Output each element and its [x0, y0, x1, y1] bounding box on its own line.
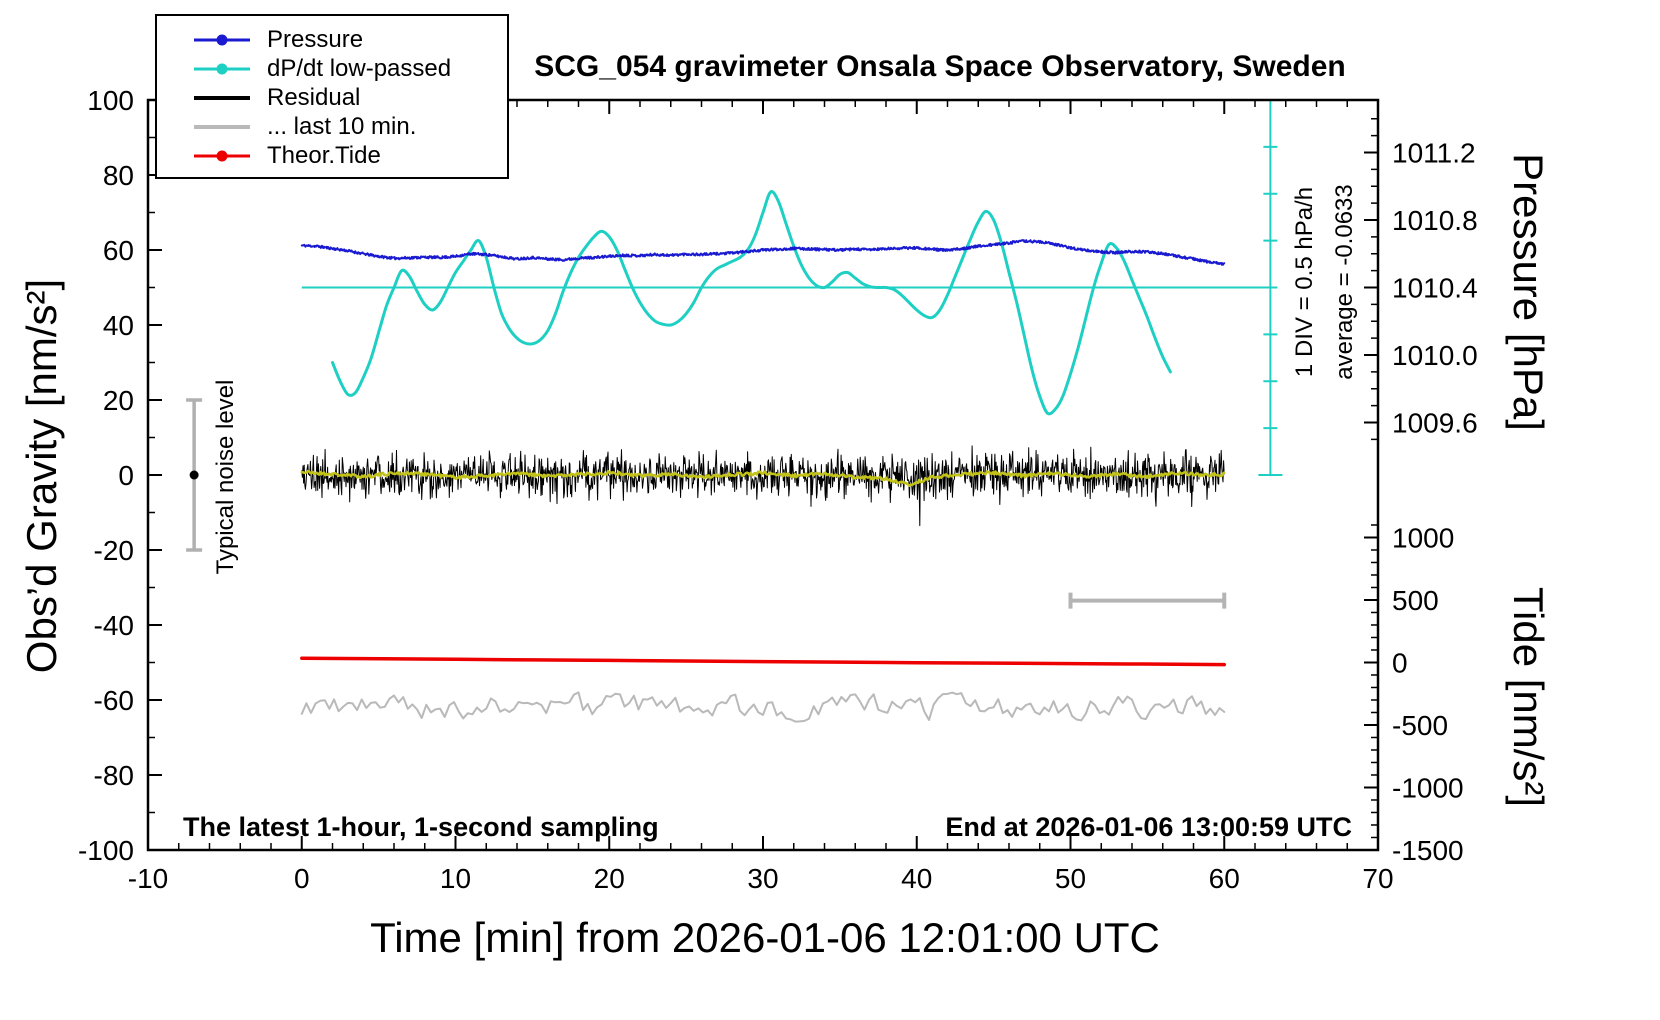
legend-marker-icon — [194, 34, 250, 45]
y-axis-label-tide: Tide [nm/s²] — [1505, 586, 1552, 808]
series-dpdt — [331, 190, 1172, 416]
legend-label: Residual — [267, 83, 361, 111]
legend-marker-icon — [194, 63, 250, 74]
legend-marker-icon — [194, 95, 250, 100]
tick-label: 30 — [747, 863, 778, 894]
y-axis-label-pressure: Pressure [hPa] — [1505, 153, 1552, 431]
series-residual_lp — [300, 469, 1226, 488]
page-title: SCG_054 gravimeter Onsala Space Observat… — [534, 50, 1346, 83]
tick-label: -1000 — [1392, 772, 1464, 803]
tick-label: -80 — [94, 760, 134, 791]
tick-label: 10 — [440, 863, 471, 894]
tick-label: 80 — [103, 160, 134, 191]
tick-label: -20 — [94, 535, 134, 566]
legend-item-dpdt: dP/dt low-passed — [157, 54, 507, 83]
tick-label: 1010.0 — [1392, 340, 1478, 371]
tick-label: 40 — [901, 863, 932, 894]
tick-label: -40 — [94, 610, 134, 641]
tick-label: 100 — [87, 85, 134, 116]
tick-label: 0 — [294, 863, 310, 894]
div-scale-annotation: 1 DIV = 0.5 hPa/h — [1291, 186, 1318, 378]
tick-label: -1500 — [1392, 835, 1464, 866]
legend-label: Theor.Tide — [267, 141, 381, 169]
end-time-note: End at 2026-01-06 13:00:59 UTC — [945, 812, 1352, 842]
tick-label: 40 — [103, 310, 134, 341]
tick-label: 1009.6 — [1392, 408, 1478, 439]
tick-label: 0 — [118, 460, 134, 491]
tick-label: 60 — [1209, 863, 1240, 894]
legend-marker-icon — [194, 124, 250, 129]
tick-label: -10 — [128, 863, 168, 894]
tick-label: 1000 — [1392, 523, 1454, 554]
tick-label: 60 — [103, 235, 134, 266]
y-axis-label-gravity: Obs’d Gravity [nm/s²] — [18, 278, 65, 674]
noise-level-dot — [189, 470, 199, 480]
legend-item-tide: Theor.Tide — [157, 141, 507, 170]
noise-level-annotation: Typical noise level — [212, 379, 239, 575]
series-last10 — [300, 691, 1226, 723]
tick-label: 20 — [103, 385, 134, 416]
tick-label: 1010.4 — [1392, 273, 1478, 304]
tick-label: 50 — [1055, 863, 1086, 894]
tick-label: -100 — [78, 835, 134, 866]
sampling-note: The latest 1-hour, 1-second sampling — [183, 812, 659, 842]
tick-label: 500 — [1392, 585, 1439, 616]
x-axis-label: Time [min] from 2026-01-06 12:01:00 UTC — [370, 914, 1160, 961]
legend-item-last10: ... last 10 min. — [157, 112, 507, 141]
average-annotation: average = -0.0633 — [1331, 184, 1358, 380]
legend-marker-icon — [194, 150, 250, 161]
legend: Pressure dP/dt low-passed Residual... last… — [155, 14, 509, 179]
tick-label: 70 — [1362, 863, 1393, 894]
series-pressure — [300, 239, 1226, 266]
legend-item-residual: Residual — [157, 83, 507, 112]
legend-label: Pressure — [267, 25, 364, 53]
tick-label: 1011.2 — [1392, 138, 1476, 169]
series-tide — [300, 656, 1227, 667]
legend-label: ... last 10 min. — [267, 112, 417, 140]
tick-label: -500 — [1392, 710, 1448, 741]
legend-label: dP/dt low-passed — [267, 54, 452, 82]
tick-label: -60 — [94, 685, 134, 716]
tick-label: 1010.8 — [1392, 205, 1478, 236]
tick-label: 20 — [594, 863, 625, 894]
legend-item-pressure: Pressure — [157, 25, 507, 54]
tick-label: 0 — [1392, 648, 1408, 679]
series-residual — [301, 445, 1225, 527]
